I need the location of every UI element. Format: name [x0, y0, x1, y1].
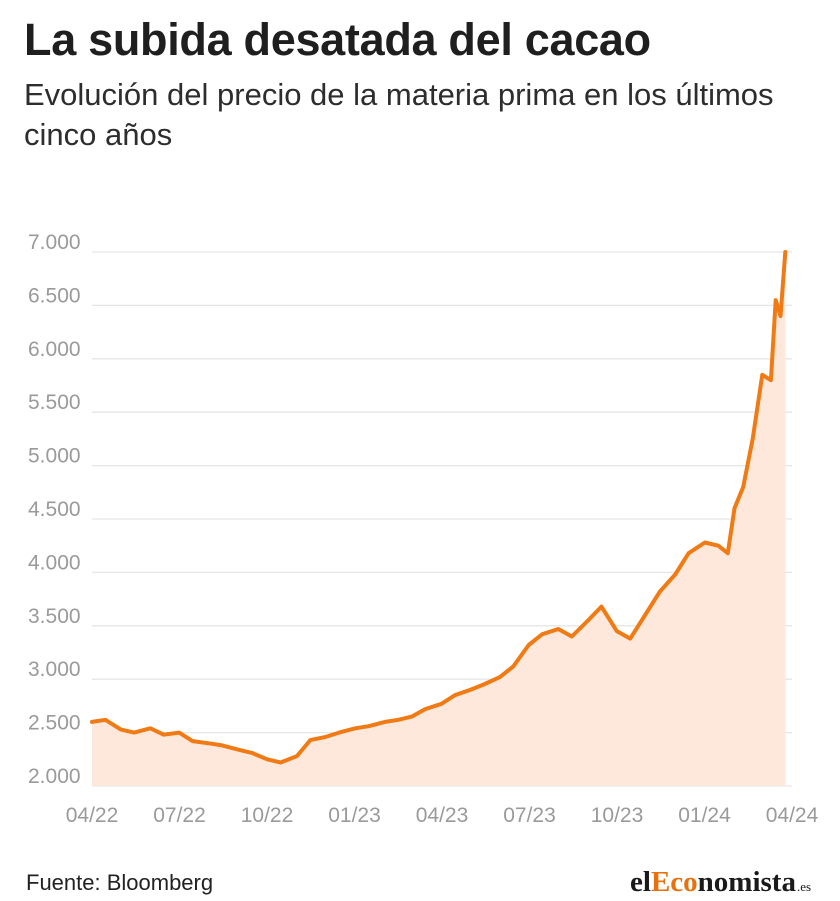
logo-accent: Eco	[650, 866, 698, 898]
y-tick-label: 7.000	[28, 231, 81, 254]
y-tick-label: 3.500	[28, 605, 81, 628]
y-tick-label: 5.500	[28, 391, 81, 414]
chart-title: La subida desatada del cacao	[24, 14, 651, 65]
y-tick-label: 5.000	[28, 445, 81, 468]
x-tick-label: 10/22	[241, 804, 294, 827]
y-tick-label: 3.000	[28, 658, 81, 681]
price-area	[92, 252, 786, 786]
x-tick-label: 01/24	[678, 804, 731, 827]
logo-prefix: el	[630, 866, 651, 898]
y-tick-label: 2.000	[28, 765, 81, 788]
y-tick-label: 6.500	[28, 284, 81, 307]
y-tick-label: 6.000	[28, 338, 81, 361]
x-axis-ticks: 04/22 07/22 10/22 01/23 04/23 07/23 10/23 01/24…	[66, 804, 819, 827]
y-tick-label: 4.000	[28, 551, 81, 574]
x-tick-label: 07/22	[153, 804, 206, 827]
y-axis-ticks: 2.000 2.500 3.000 3.500 4.000 4.500 5.000 5.500…	[28, 231, 81, 788]
logo-suffix: .es	[796, 879, 812, 894]
price-chart: 2.000 2.500 3.000 3.500 4.000 4.500 5.000 5.500…	[28, 231, 819, 827]
chart-subtitle: Evolución del precio de la materia prima…	[24, 77, 774, 152]
y-tick-label: 2.500	[28, 712, 81, 735]
x-tick-label: 04/22	[66, 804, 119, 827]
x-tick-label: 01/23	[328, 804, 381, 827]
x-tick-label: 04/23	[416, 804, 469, 827]
price-line	[90, 250, 788, 765]
source-note: Fuente: Bloomberg	[26, 870, 214, 895]
x-tick-label: 04/24	[766, 804, 819, 827]
logo-rest: nomista	[697, 866, 796, 898]
x-tick-label: 07/23	[503, 804, 556, 827]
x-tick-label: 10/23	[591, 804, 644, 827]
y-tick-label: 4.500	[28, 498, 81, 521]
publisher-logo: elEconomista.es	[630, 866, 811, 899]
